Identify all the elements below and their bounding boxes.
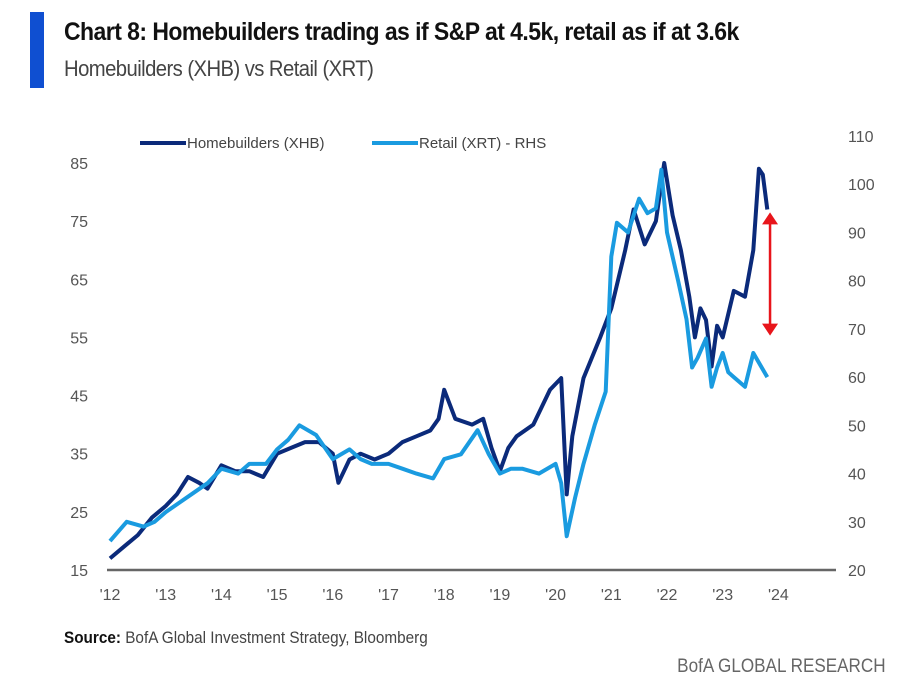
x-tick-label: '24 xyxy=(768,587,789,604)
series-line-xhb xyxy=(108,161,770,560)
x-tick-label: '20 xyxy=(545,587,566,604)
legend-label: Homebuilders (XHB) xyxy=(187,135,325,152)
y-left-tick-label: 45 xyxy=(70,389,88,406)
source-label: Source: xyxy=(64,628,121,647)
x-tick-label: '22 xyxy=(657,587,678,604)
y-right-tick-label: 100 xyxy=(848,177,875,194)
source-text: BofA Global Investment Strategy, Bloombe… xyxy=(125,628,428,647)
y-left-tick-label: 75 xyxy=(70,214,88,231)
y-right-tick-label: 20 xyxy=(848,563,866,580)
x-tick-label: '16 xyxy=(322,587,343,604)
source-note: Source: BofA Global Investment Strategy,… xyxy=(64,628,428,648)
x-tick-label: '13 xyxy=(155,587,176,604)
y-right-tick-label: 60 xyxy=(848,370,866,387)
y-right-tick-label: 30 xyxy=(848,515,866,532)
chart-title: Chart 8: Homebuilders trading as if S&P … xyxy=(64,18,739,46)
x-tick-label: '12 xyxy=(100,587,121,604)
y-left-tick-label: 35 xyxy=(70,447,88,464)
annotation-arrow-head-up xyxy=(762,212,779,225)
y-right-tick-label: 90 xyxy=(848,225,866,242)
y-right-tick-label: 40 xyxy=(848,467,866,484)
y-left-tick-label: 65 xyxy=(70,272,88,289)
x-tick-label: '14 xyxy=(211,587,232,604)
y-right-tick-label: 80 xyxy=(848,274,866,291)
annotation-arrow-head-down xyxy=(762,323,779,336)
y-left-tick-label: 85 xyxy=(70,156,88,173)
legend-label: Retail (XRT) - RHS xyxy=(419,135,546,152)
title-accent-bar xyxy=(30,12,44,88)
series-line-xrt xyxy=(108,167,770,543)
x-tick-label: '23 xyxy=(712,587,733,604)
y-right-tick-label: 50 xyxy=(848,418,866,435)
x-tick-label: '15 xyxy=(267,587,288,604)
y-left-tick-label: 55 xyxy=(70,330,88,347)
y-left-tick-label: 25 xyxy=(70,505,88,522)
y-left-tick-label: 15 xyxy=(70,563,88,580)
x-tick-label: '21 xyxy=(601,587,622,604)
x-tick-label: '17 xyxy=(378,587,399,604)
x-tick-label: '19 xyxy=(489,587,510,604)
y-right-tick-label: 110 xyxy=(848,129,874,146)
footer-brand: BofA GLOBAL RESEARCH xyxy=(677,656,886,677)
x-tick-label: '18 xyxy=(434,587,455,604)
y-right-tick-label: 70 xyxy=(848,322,866,339)
chart-subtitle: Homebuilders (XHB) vs Retail (XRT) xyxy=(64,56,374,81)
